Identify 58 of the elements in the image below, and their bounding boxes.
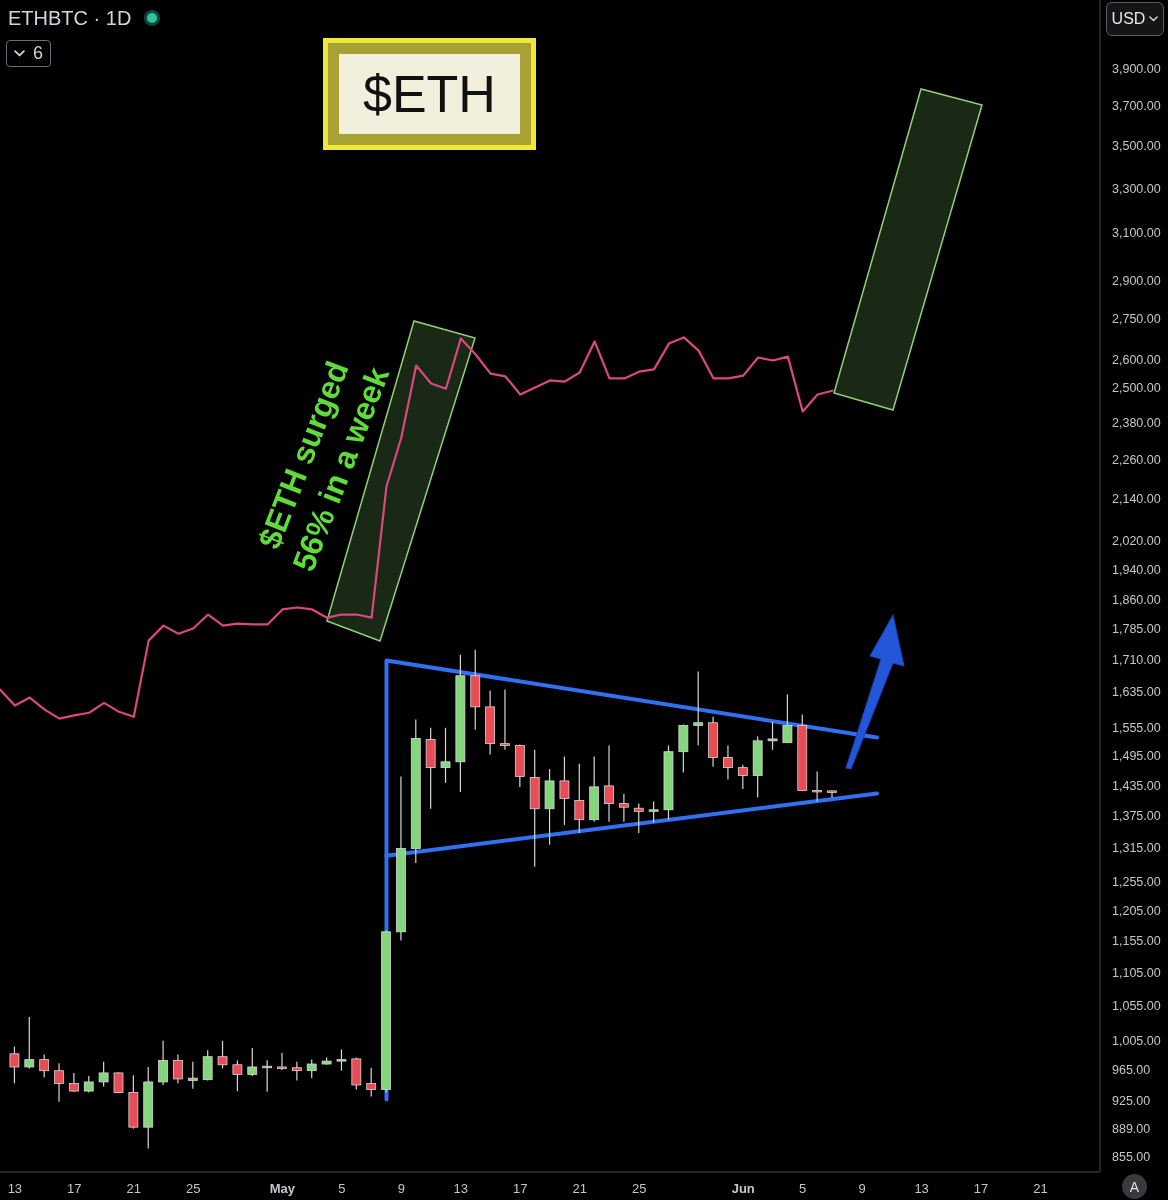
y-tick-label: 2,600.00 <box>1112 352 1161 367</box>
x-tick-label: 21 <box>1033 1181 1048 1196</box>
y-tick-label: 2,750.00 <box>1112 312 1161 327</box>
x-tick-label: 25 <box>186 1181 201 1196</box>
annotation: $ETH surged 56% in a week <box>251 356 397 577</box>
x-tick-label: 5 <box>338 1181 346 1196</box>
y-axis-title: USD <box>1111 10 1146 28</box>
y-tick-label: 1,105.00 <box>1112 966 1161 981</box>
y-tick-label: 1,860.00 <box>1112 592 1161 607</box>
y-tick-label: 1,495.00 <box>1112 749 1161 764</box>
y-tick-label: 1,375.00 <box>1112 809 1161 824</box>
y-tick-label: 3,700.00 <box>1112 99 1161 114</box>
toggle-button: 6 <box>6 40 51 67</box>
y-tick-label: 2,140.00 <box>1112 492 1161 507</box>
y-tick-label: 3,100.00 <box>1112 226 1161 241</box>
x-tick-label: 13 <box>7 1181 23 1196</box>
y-tick-label: 1,315.00 <box>1112 841 1161 856</box>
x-tick-label: 5 <box>799 1181 807 1196</box>
round-button: A <box>1122 1174 1147 1199</box>
x-tick-label: 21 <box>572 1181 587 1196</box>
y-tick-label: 1,435.00 <box>1112 778 1161 793</box>
x-tick-label: 17 <box>67 1181 82 1196</box>
x-tick-label: 13 <box>453 1181 469 1196</box>
y-tick-label: 2,380.00 <box>1112 415 1161 430</box>
x-tick-label: Jun <box>731 1181 755 1196</box>
y-tick-label: 855.00 <box>1112 1150 1151 1165</box>
y-tick-label: 1,940.00 <box>1112 562 1161 577</box>
y-tick-label: 1,710.00 <box>1112 653 1161 668</box>
text: $ETH <box>339 54 520 134</box>
x-tick-label: 17 <box>973 1181 989 1196</box>
dropdown-button: USD <box>1106 2 1164 36</box>
y-tick-label: 3,300.00 <box>1112 181 1161 196</box>
y-tick-label: 1,155.00 <box>1112 934 1161 949</box>
x-tick-label: 17 <box>513 1181 528 1196</box>
y-tick-label: 1,055.00 <box>1112 999 1161 1014</box>
y-tick-label: 1,205.00 <box>1112 904 1161 919</box>
y-tick-label: 965.00 <box>1112 1063 1151 1078</box>
y-tick-label: 1,555.00 <box>1112 721 1161 736</box>
y-tick-label: 925.00 <box>1112 1093 1151 1108</box>
y-tick-label: 3,500.00 <box>1112 139 1161 154</box>
y-tick-label: 1,785.00 <box>1112 622 1161 637</box>
x-tick-label: 9 <box>397 1181 405 1196</box>
y-tick-label: 1,255.00 <box>1112 874 1161 889</box>
y-tick-label: 1,005.00 <box>1112 1034 1161 1049</box>
y-tick-label: 2,500.00 <box>1112 380 1161 395</box>
x-tick-label: 9 <box>858 1181 866 1196</box>
y-tick-label: 2,900.00 <box>1112 274 1161 289</box>
y-tick-label: 1,635.00 <box>1112 685 1161 700</box>
y-tick-label: 3,900.00 <box>1112 61 1161 76</box>
x-tick-label: May <box>269 1181 296 1196</box>
chart-subtitle: ETHBTC · 1D <box>8 6 132 31</box>
y-tick-label: 889.00 <box>1112 1122 1151 1137</box>
x-tick-label: 21 <box>126 1181 142 1196</box>
annotation: 6 <box>33 43 44 64</box>
y-tick-label: 2,020.00 <box>1112 533 1161 548</box>
y-tick-label: 2,260.00 <box>1112 453 1161 468</box>
x-tick-label: 13 <box>914 1181 929 1196</box>
x-tick-label: 25 <box>631 1181 647 1196</box>
